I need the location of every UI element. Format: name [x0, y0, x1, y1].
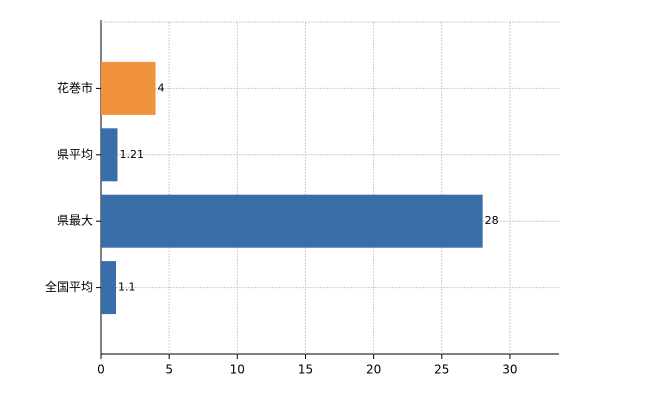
- x-tick-label: 5: [165, 363, 173, 377]
- value-label: 1.1: [118, 281, 136, 294]
- y-tick-label: 花巻市: [57, 80, 93, 95]
- value-label: 28: [485, 214, 499, 227]
- bar: [101, 128, 118, 182]
- y-tick-label: 全国平均: [45, 279, 93, 294]
- x-tick-label: 0: [97, 363, 105, 377]
- bar: [101, 261, 116, 315]
- x-tick-label: 25: [434, 363, 449, 377]
- x-tick-label: 10: [230, 363, 245, 377]
- x-tick-label: 30: [502, 363, 517, 377]
- x-tick-label: 20: [366, 363, 381, 377]
- bar: [101, 61, 156, 115]
- value-label: 1.21: [119, 148, 144, 161]
- value-label: 4: [158, 81, 165, 94]
- bar: [101, 194, 483, 248]
- x-tick-label: 15: [298, 363, 313, 377]
- y-tick-label: 県平均: [57, 147, 93, 161]
- y-tick-label: 県最大: [57, 214, 93, 228]
